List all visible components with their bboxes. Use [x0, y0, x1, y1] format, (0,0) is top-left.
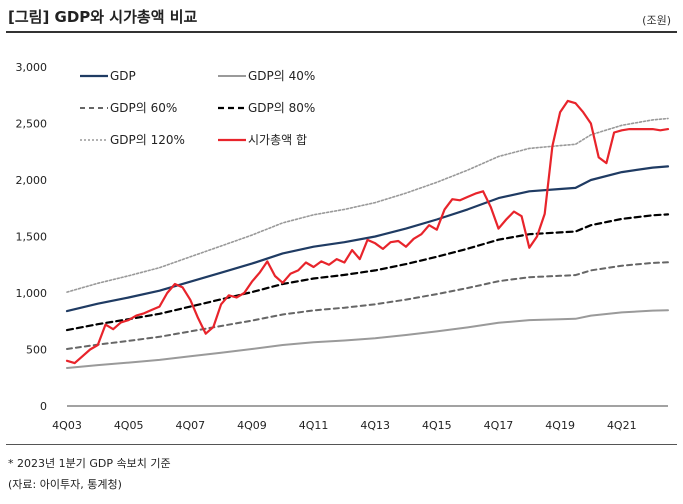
source-note: (자료: 아이투자, 통계청) [8, 478, 122, 491]
legend-label-1: GDP의 40% [248, 69, 315, 83]
legend: GDP GDP의 40% GDP의 60% GDP의 80% GDP의 120% 시가총액… [80, 69, 315, 147]
legend-label-5: 시가총액 합 [248, 133, 307, 147]
plot-area [65, 99, 670, 369]
series-line-3 [65, 213, 670, 332]
series-line-5 [65, 99, 670, 365]
footer-divider [6, 444, 677, 445]
legend-label-0: GDP [110, 69, 136, 83]
y-tick-label: 500 [26, 344, 47, 357]
x-tick-label: 4Q03 [52, 419, 82, 432]
x-tick-label: 4Q05 [114, 419, 144, 432]
x-tick-label: 4Q17 [484, 419, 514, 432]
y-tick-label: 0 [40, 400, 47, 413]
y-tick-label: 2,500 [16, 118, 48, 131]
y-tick-label: 1,000 [16, 287, 48, 300]
x-tick-label: 4Q13 [360, 419, 390, 432]
legend-label-3: GDP의 80% [248, 101, 315, 115]
unit-label: (조원) [642, 14, 671, 27]
y-tick-label: 3,000 [16, 61, 48, 74]
x-tick-label: 4Q19 [545, 419, 575, 432]
x-tick-label: 4Q11 [299, 419, 329, 432]
series-line-4 [66, 117, 669, 293]
x-tick-label: 4Q07 [175, 419, 205, 432]
legend-label-2: GDP의 60% [110, 101, 177, 115]
chart-title: [그림] GDP와 시가총액 비교 [8, 8, 198, 26]
title-divider [6, 31, 677, 33]
y-tick-label: 2,000 [16, 174, 48, 187]
legend-label-4: GDP의 120% [110, 133, 185, 147]
x-tick-label: 4Q21 [607, 419, 637, 432]
x-tick-label: 4Q15 [422, 419, 452, 432]
series-line-2 [66, 261, 669, 350]
axes: 0 500 1,000 1,500 2,000 2,500 3,000 4Q03 4Q05 4Q0… [16, 61, 668, 432]
y-tick-label: 1,500 [16, 231, 48, 244]
footnote: * 2023년 1분기 GDP 속보치 기준 [8, 457, 171, 470]
series-line-0 [65, 165, 670, 313]
line-chart: 0 500 1,000 1,500 2,000 2,500 3,000 4Q03 4Q05 4Q0… [16, 61, 670, 432]
x-tick-label: 4Q09 [237, 419, 267, 432]
series-line-1 [66, 309, 669, 369]
